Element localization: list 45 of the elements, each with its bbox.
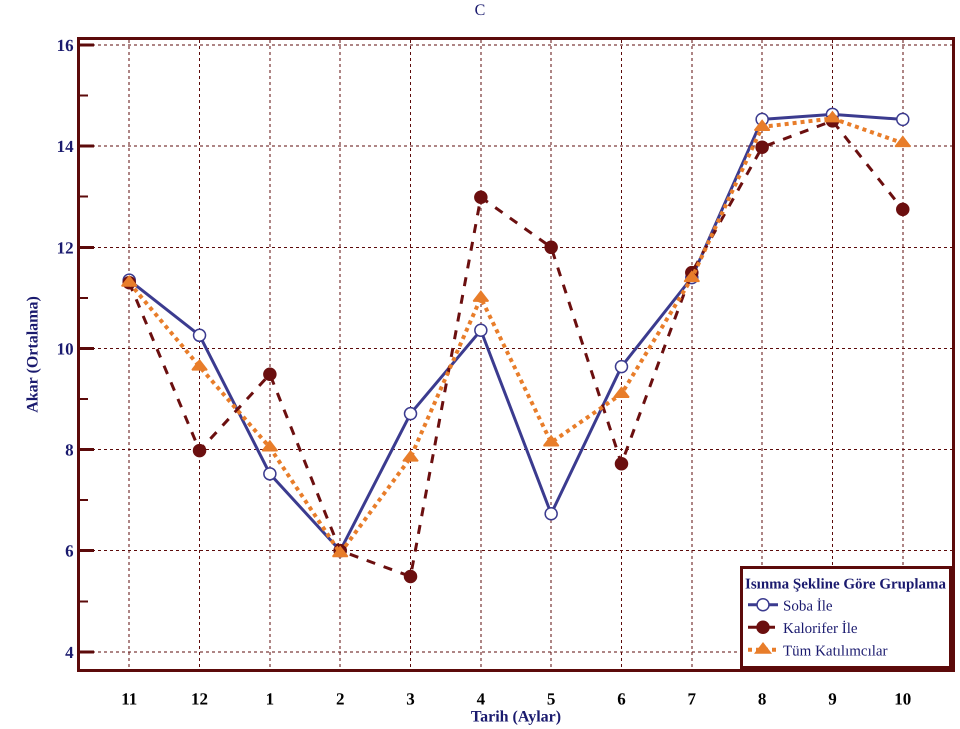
- point: [614, 456, 628, 470]
- legend-label: Tüm Katılımcılar: [783, 644, 888, 660]
- x-tick-label: 1: [266, 689, 274, 708]
- x-tick-label: 12: [191, 689, 208, 708]
- y-tick-label: 6: [65, 542, 74, 561]
- chart-title: C: [474, 2, 486, 19]
- point: [544, 240, 558, 254]
- point: [614, 360, 628, 374]
- y-tick-label: 16: [56, 36, 74, 56]
- point: [263, 467, 277, 481]
- point: [192, 328, 206, 342]
- x-tick-label: 8: [758, 689, 766, 708]
- point: [474, 323, 488, 337]
- x-tick-label: 6: [617, 689, 626, 708]
- point: [894, 136, 912, 148]
- point: [474, 190, 488, 204]
- point: [191, 359, 208, 371]
- x-tick-label: 11: [121, 689, 138, 708]
- legend-title: Isınma Şekline Göre Gruplama: [745, 576, 946, 592]
- legend-label: Kalorifer İle: [783, 620, 858, 638]
- legend-label: Soba İle: [783, 598, 833, 615]
- x-tick-label: 10: [894, 689, 912, 708]
- x-axis-title: Tarih (Aylar): [470, 708, 562, 726]
- y-tick-label: 12: [56, 238, 74, 258]
- point: [263, 367, 277, 381]
- x-tick-label: 5: [546, 689, 556, 708]
- point: [544, 507, 558, 521]
- point: [755, 140, 769, 154]
- y-tick-label: 14: [56, 137, 74, 156]
- point: [404, 406, 418, 420]
- y-tick-label: 8: [65, 440, 74, 460]
- x-tick-label: 2: [336, 689, 344, 708]
- point: [404, 570, 418, 584]
- x-tick-label: 7: [688, 689, 697, 708]
- y-axis-title: Akar (Ortalama): [24, 296, 42, 413]
- point: [896, 112, 910, 126]
- point: [896, 202, 910, 216]
- x-tick-label: 3: [406, 689, 415, 708]
- y-tick-label: 4: [65, 642, 74, 662]
- point: [262, 440, 278, 452]
- x-tick-label: 4: [476, 689, 486, 708]
- point: [192, 444, 206, 458]
- y-tick-label: 10: [56, 339, 74, 358]
- point: [402, 450, 419, 462]
- x-tick-label: 9: [828, 689, 837, 708]
